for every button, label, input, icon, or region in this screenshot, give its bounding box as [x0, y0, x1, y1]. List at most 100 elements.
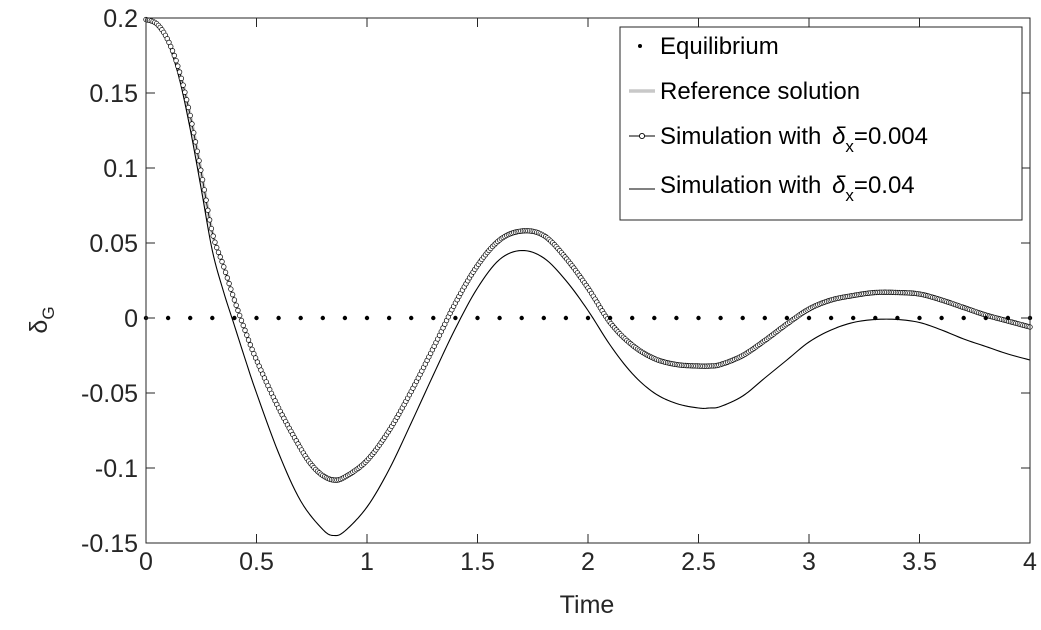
data-point-fine [242, 327, 248, 333]
data-point-fine [240, 322, 246, 329]
data-point-equilibrium [630, 315, 635, 321]
data-point-fine [173, 57, 179, 64]
data-point-fine [171, 52, 177, 59]
data-point-fine [231, 297, 238, 303]
x-tick-label: 0.5 [239, 548, 274, 576]
data-point-fine [249, 346, 255, 353]
x-tick-label: 1 [360, 548, 374, 576]
legend-marker-fine-circle [638, 132, 646, 140]
series-line-coarse [145, 18, 1031, 537]
data-point-equilibrium [320, 315, 325, 321]
legend-label-fine: Simulation with δx=0.004 [660, 123, 928, 156]
data-point-fine [196, 158, 202, 164]
legend-entry-reference: Reference solution [629, 78, 860, 105]
data-point-fine [238, 317, 245, 324]
data-point-fine [178, 75, 185, 81]
y-tick-label: 0.15 [89, 80, 138, 108]
data-point-equilibrium [917, 315, 922, 321]
legend-label-coarse-symbol: δ [832, 172, 846, 199]
data-point-fine [219, 258, 225, 265]
data-point-fine [206, 217, 213, 223]
legend-label-fine-text: Simulation with [660, 123, 828, 150]
y-tick-label: 0.1 [103, 155, 138, 183]
y-axis-label-subscript: G [39, 306, 58, 319]
y-tick-label: 0.2 [103, 5, 138, 33]
data-point-fine [198, 167, 204, 173]
x-tick-label: 2.5 [681, 548, 716, 576]
series-fine [143, 16, 1033, 483]
x-tick-label: 4 [1023, 548, 1037, 576]
data-point-fine [192, 139, 199, 145]
x-tick-label: 3.5 [902, 548, 937, 576]
legend-label-coarse-suffix: =0.04 [854, 172, 915, 199]
data-point-equilibrium [453, 315, 458, 321]
data-point-fine [184, 97, 190, 103]
data-point-equilibrium [232, 315, 237, 321]
data-point-equilibrium [210, 315, 215, 321]
data-point-equilibrium [873, 315, 878, 321]
data-point-fine [189, 121, 195, 127]
data-point-fine [180, 82, 186, 88]
x-axis-label: Time [560, 591, 615, 619]
legend-entry-coarse: Simulation with δx=0.04 [629, 172, 915, 205]
legend-label-reference: Reference solution [660, 78, 860, 105]
data-point-fine [235, 307, 241, 314]
data-point-fine [208, 225, 215, 232]
y-tick-label: -0.05 [81, 380, 138, 408]
data-point-equilibrium [762, 315, 767, 321]
legend-label-coarse-subscript: x [845, 186, 854, 205]
data-point-fine [228, 286, 234, 292]
data-point-equilibrium [851, 315, 856, 321]
data-point-fine [201, 187, 207, 193]
data-point-fine [175, 63, 181, 69]
series-equilibrium [143, 315, 1033, 321]
data-point-equilibrium [254, 315, 259, 321]
data-point-fine [224, 275, 230, 281]
data-point-equilibrium [674, 315, 679, 321]
data-point-equilibrium [497, 315, 502, 321]
data-point-fine [187, 112, 193, 119]
legend-marker-equilibrium [638, 44, 642, 48]
data-point-fine [222, 269, 229, 276]
data-point-equilibrium [386, 315, 392, 321]
data-point-equilibrium [939, 315, 944, 321]
axes: 0 0.5 1 1.5 2 2.5 3 3.5 4 -0.15 -0.1 -0.05 0 0.05 0.1 0… [81, 5, 1037, 576]
x-tick-label: 2 [581, 548, 595, 576]
data-point-equilibrium [652, 315, 657, 321]
data-point-equilibrium [585, 315, 591, 321]
legend-label-coarse: Simulation with δx=0.04 [660, 172, 915, 205]
legend-label-fine-suffix: =0.004 [854, 123, 928, 150]
plot-area [143, 16, 1033, 537]
data-point-fine [221, 264, 227, 270]
series-coarse [145, 18, 1031, 537]
data-point-equilibrium [298, 315, 303, 321]
y-tick-label: 0.05 [89, 230, 138, 258]
legend-label-fine-subscript: x [845, 137, 854, 156]
data-point-fine [210, 233, 216, 239]
data-point-equilibrium [342, 315, 348, 321]
data-point-fine [229, 291, 236, 298]
y-tick-label: -0.15 [81, 530, 138, 558]
data-point-equilibrium [718, 315, 723, 321]
data-point-fine [217, 254, 223, 260]
x-tick-label: 0 [139, 548, 153, 576]
data-point-equilibrium [165, 315, 171, 321]
legend-label-coarse-text: Simulation with [660, 172, 828, 199]
legend-box [619, 26, 1023, 221]
legend: Equilibrium Reference solution Simulatio… [619, 26, 1023, 221]
data-point-equilibrium [475, 315, 480, 321]
data-point-equilibrium [188, 315, 193, 321]
data-point-fine [205, 207, 211, 213]
legend-entry-fine: Simulation with δx=0.004 [629, 123, 928, 156]
legend-label-fine-symbol: δ [832, 123, 846, 150]
data-point-equilibrium [563, 315, 569, 321]
data-point-fine [169, 48, 176, 54]
y-axis-label-symbol: δ [25, 320, 53, 334]
data-point-equilibrium [1005, 315, 1011, 321]
data-point-fine [226, 280, 232, 287]
data-point-fine [214, 244, 220, 251]
legend-entry-equilibrium: Equilibrium [638, 33, 779, 60]
y-tick-label: -0.1 [95, 455, 138, 483]
data-point-equilibrium [983, 315, 988, 321]
data-point-fine [194, 148, 200, 154]
